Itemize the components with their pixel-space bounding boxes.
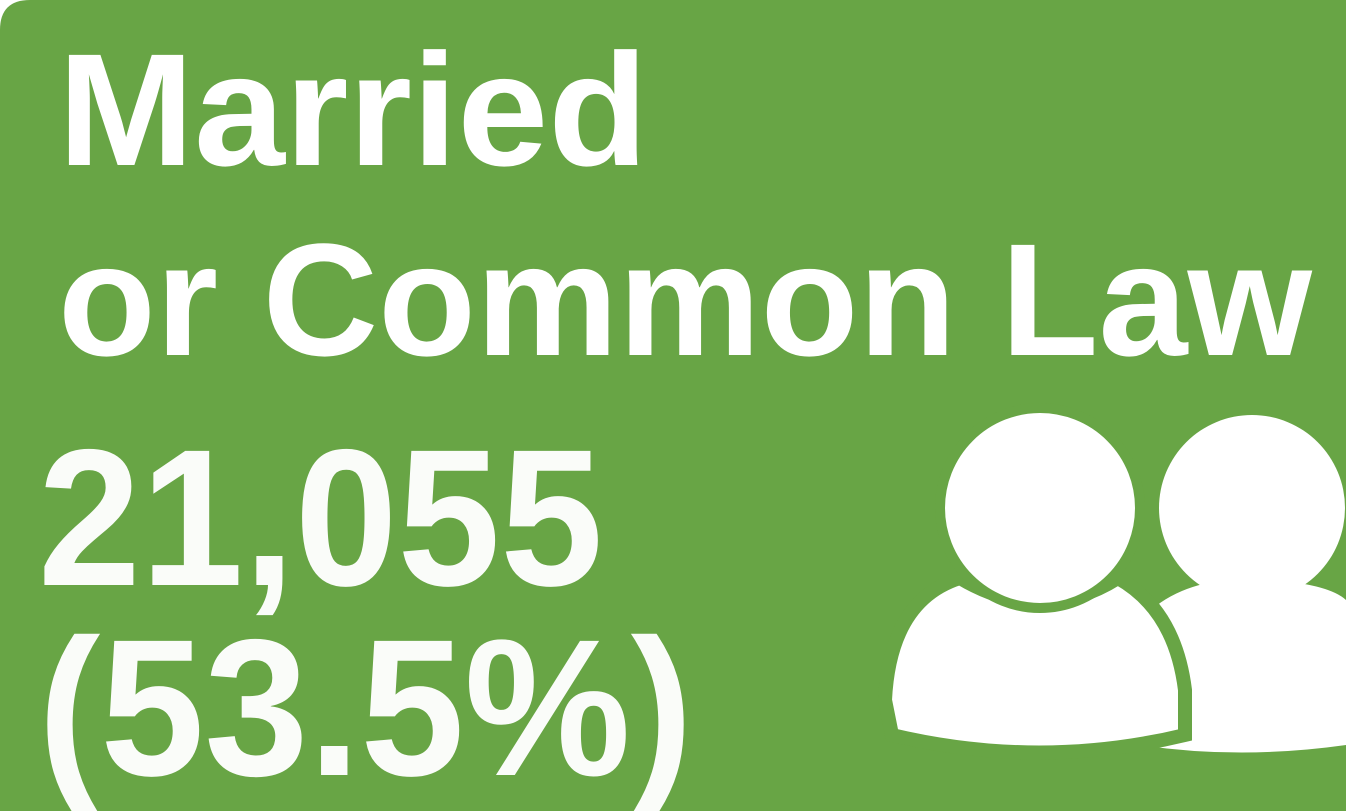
icon-head [1159,415,1345,601]
card-title-line: Married [58,20,648,199]
people-icon [877,403,1346,760]
card-count: 21,055 [38,409,603,627]
icon-head [935,403,1145,613]
card-share: (53.5%) [38,599,693,811]
card-title-line: or Common Law [58,210,1313,389]
